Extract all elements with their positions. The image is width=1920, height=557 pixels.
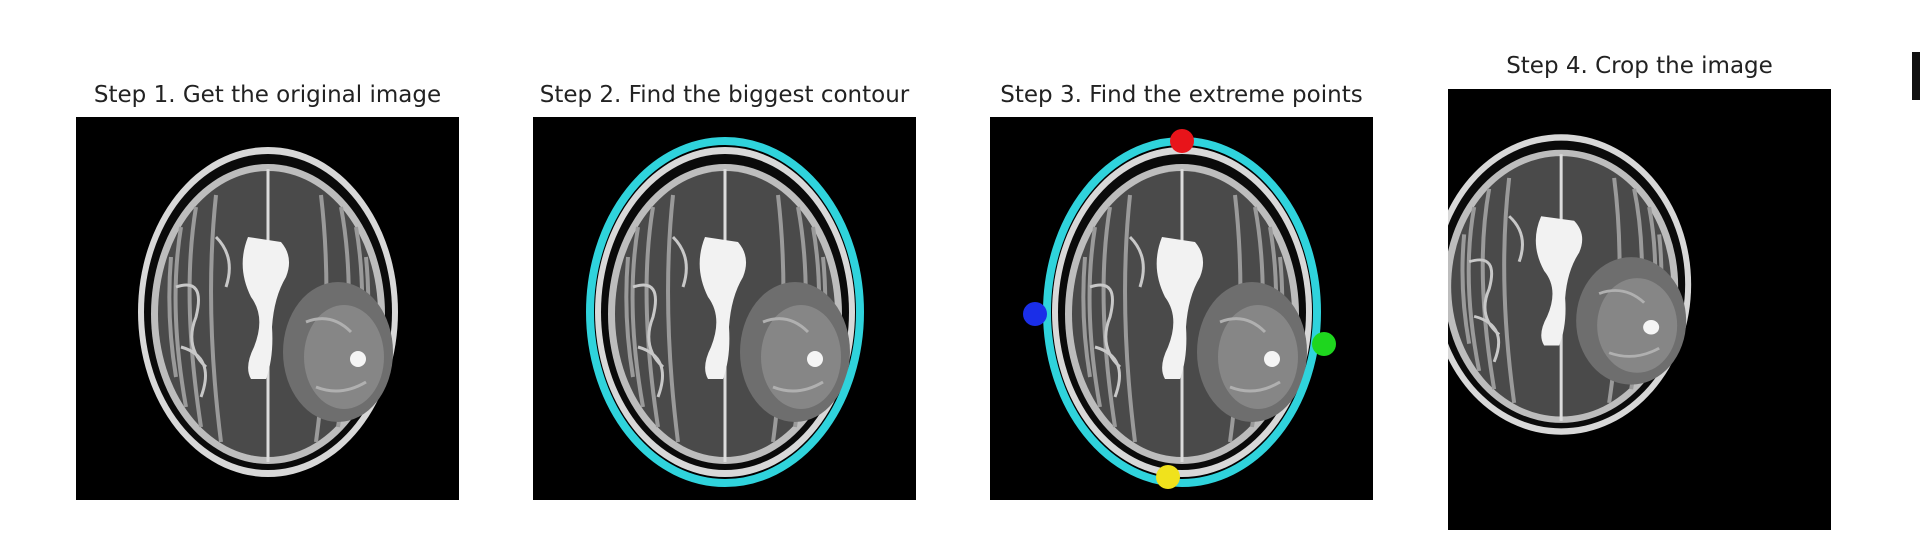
step-2-image [533,117,916,500]
brain-mri-original [76,117,459,500]
step-3-title: Step 3. Find the extreme points [1000,82,1363,108]
brain-mri-extreme-points [1023,129,1336,489]
step-4-title: Step 4. Crop the image [1506,53,1773,79]
step-3-image [990,117,1373,500]
step-4-image [1448,89,1831,530]
step-2-title: Step 2. Find the biggest contour [539,82,910,108]
step-1-image [76,117,459,500]
clipped-panel-edge [1912,52,1920,100]
biggest-contour [586,137,864,487]
extreme-point-right [1312,332,1336,356]
brain-mri-cropped [1448,89,1831,530]
extreme-point-top [1170,129,1194,153]
step-1-title: Step 1. Get the original image [93,82,442,108]
extreme-point-left [1023,302,1047,326]
brain-mri-with-contour [586,137,864,487]
extreme-point-bottom [1156,465,1180,489]
